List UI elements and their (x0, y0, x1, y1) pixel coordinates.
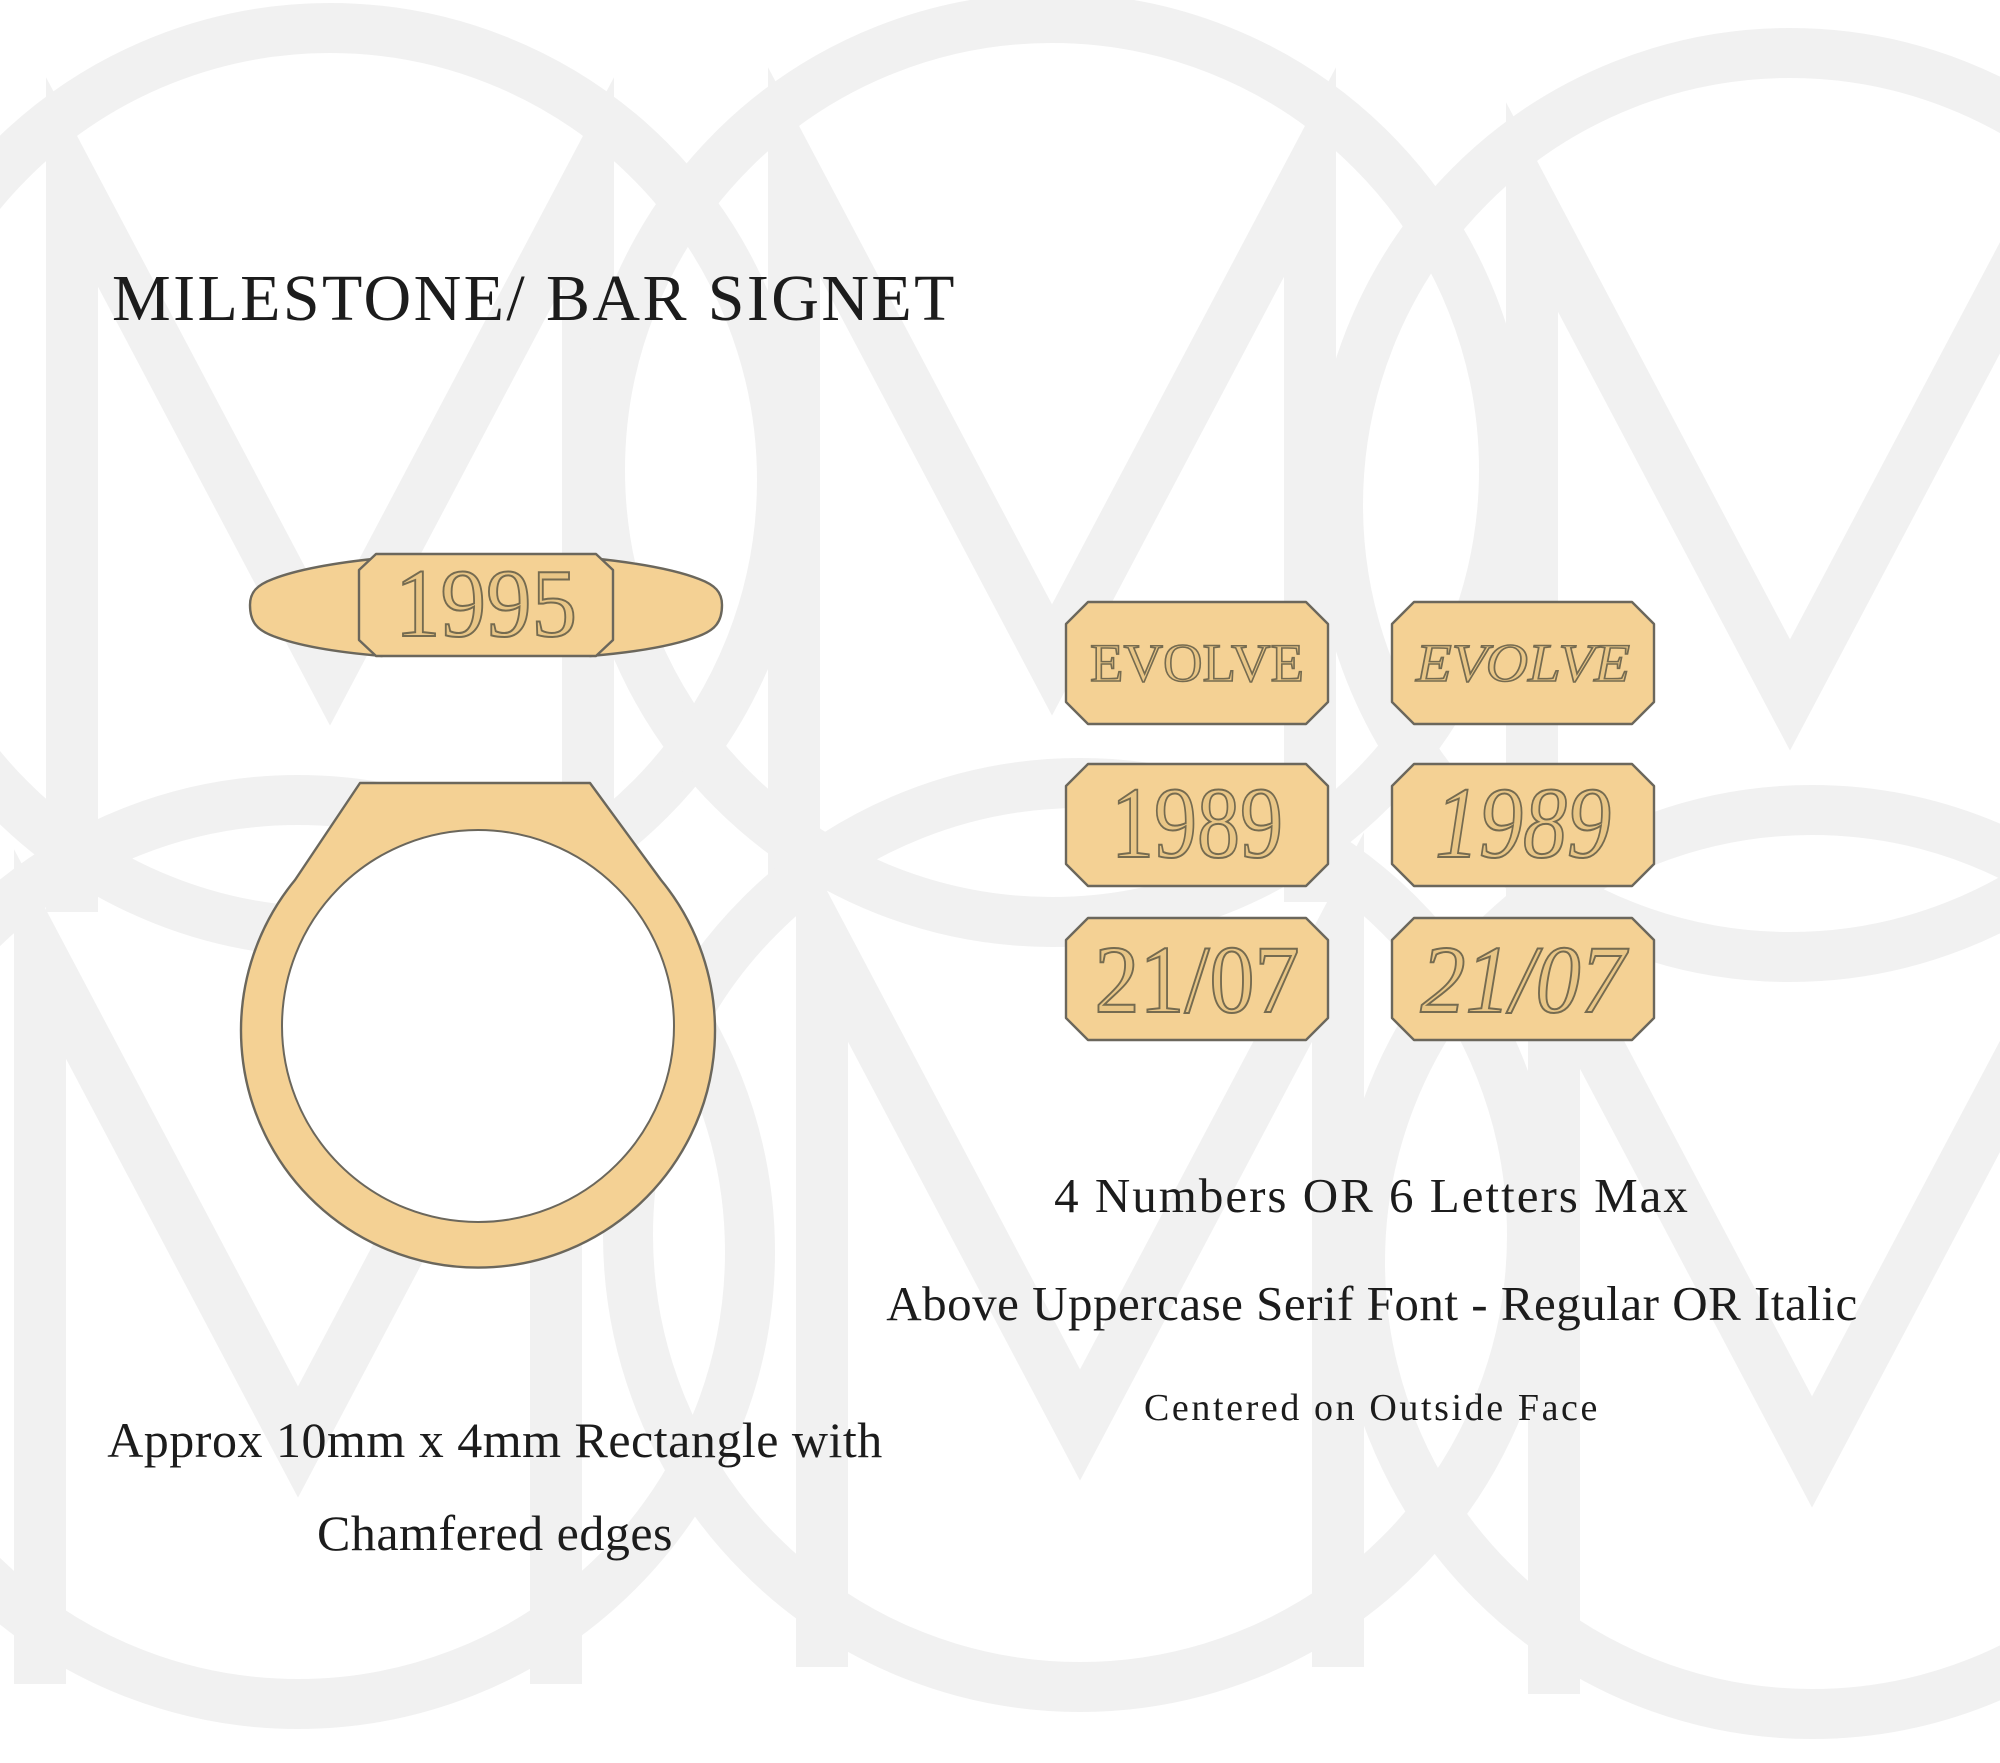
dimension-note-line-1: Approx 10mm x 4mm Rectangle with (107, 1412, 883, 1468)
engraving-samples: EVOLVE EVOLVE 1989 1989 21/07 21/07 (1064, 600, 1656, 1042)
sample-bar (1390, 762, 1656, 888)
page-title: MILESTONE/ BAR SIGNET (112, 262, 957, 335)
engraving-rule-line-2: Above Uppercase Serif Font - Regular OR … (886, 1276, 1858, 1331)
engraving-rule-line-1: 4 Numbers OR 6 Letters Max (1054, 1168, 1690, 1223)
ring-right-shoulder (588, 556, 724, 658)
engraving-rule-line-3: Centered on Outside Face (1143, 1387, 1600, 1429)
sample-bar (1390, 600, 1656, 726)
sample-bar (1064, 916, 1330, 1042)
ring-finger-hole (281, 829, 675, 1223)
ring-left-shoulder (248, 556, 384, 658)
signet-bar-plate (357, 552, 615, 658)
ring-side-view: 1995 (248, 549, 724, 659)
sample-engraving-regular: 1989 (1111, 767, 1283, 880)
sample-bar (1064, 600, 1330, 726)
sample-engraving-regular: 21/07 (1095, 926, 1300, 1033)
sample-engraving-italic: EVOLVE (1415, 633, 1630, 693)
sample-engraving-italic: 1989 (1435, 767, 1611, 880)
sample-bar (1390, 916, 1656, 1042)
sample-engraving-italic: 21/07 (1421, 926, 1630, 1033)
side-view-engraving: 1995 (395, 550, 577, 658)
sample-engraving-regular: EVOLVE (1090, 633, 1304, 693)
ring-front-view (239, 781, 717, 1269)
sample-bar (1064, 762, 1330, 888)
dimension-note-line-2: Chamfered edges (317, 1505, 673, 1561)
